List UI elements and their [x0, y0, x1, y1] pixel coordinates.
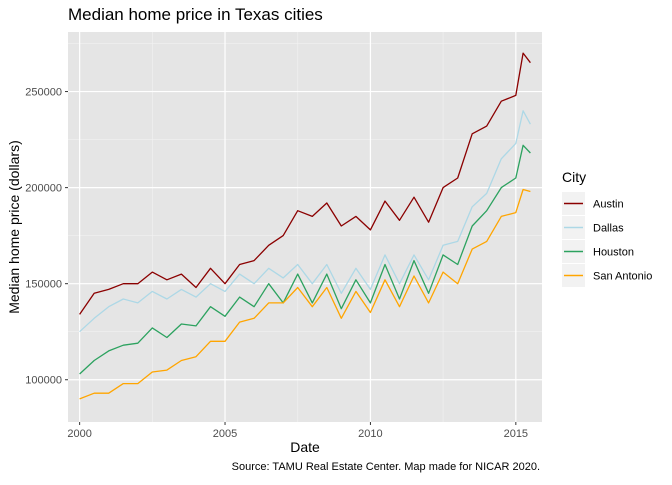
- minor-gridlines: [68, 32, 542, 422]
- chart-title: Median home price in Texas cities: [68, 5, 323, 24]
- x-axis: 2000 2005 2010 2015: [67, 422, 528, 440]
- y-axis-label: Median home price (dollars): [6, 140, 22, 314]
- legend-label-houston: Houston: [593, 247, 634, 259]
- legend: City Austin Dallas Houston San Antonio: [562, 169, 652, 287]
- y-axis: 100000 150000 200000 250000: [25, 87, 68, 387]
- x-tick-label: 2000: [67, 428, 91, 440]
- major-gridlines: [68, 32, 542, 422]
- legend-label-san-antonio: San Antonio: [593, 271, 652, 283]
- x-tick-label: 2005: [213, 428, 237, 440]
- chart-caption: Source: TAMU Real Estate Center. Map mad…: [232, 461, 540, 473]
- series-line-dallas: [79, 110, 531, 333]
- y-tick-label: 200000: [25, 183, 62, 195]
- x-axis-label: Date: [290, 439, 320, 455]
- legend-label-dallas: Dallas: [593, 223, 624, 235]
- plot-panel: [68, 32, 542, 422]
- y-tick-label: 100000: [25, 375, 62, 387]
- legend-items: Austin Dallas Houston San Antonio: [562, 192, 652, 287]
- y-tick-label: 150000: [25, 279, 62, 291]
- series-lines: [79, 52, 531, 400]
- legend-title: City: [562, 169, 586, 185]
- x-tick-label: 2010: [358, 428, 382, 440]
- legend-label-austin: Austin: [593, 199, 624, 211]
- series-line-san-antonio: [79, 188, 531, 400]
- x-tick-label: 2015: [504, 428, 528, 440]
- y-tick-label: 250000: [25, 87, 62, 99]
- series-line-houston: [79, 144, 531, 375]
- series-line-austin: [79, 52, 531, 315]
